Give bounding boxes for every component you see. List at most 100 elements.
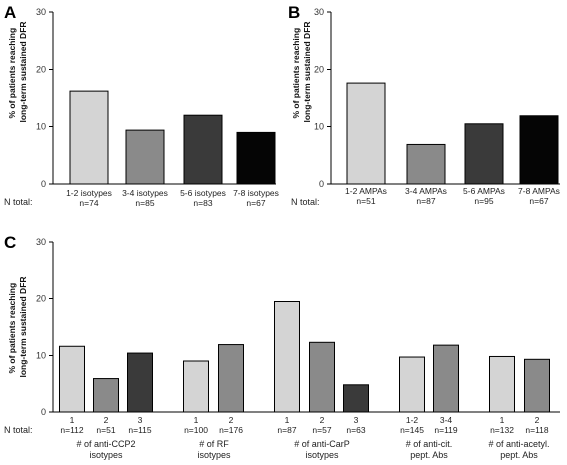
panel-a-bar: [69, 90, 109, 185]
panel-a-ylabel-line1: % of patients reaching: [7, 28, 17, 119]
panel-c-ylabel-line1: % of patients reaching: [7, 283, 17, 374]
panel-b-n-label: n=95: [474, 196, 493, 206]
panel-c-n-label: n=57: [312, 425, 331, 435]
panel-c-y-tick-label: 0: [41, 407, 46, 417]
panel-c-bar: [59, 345, 85, 413]
panel-a-n-label: n=85: [135, 198, 154, 208]
panel-c-bar: [524, 358, 550, 413]
panel-b-category-label: 3-4 AMPAs: [405, 186, 447, 196]
panel-c-bar: [183, 360, 209, 413]
panel-a-ylabel-line2: long-term sustained DFR: [18, 21, 28, 122]
panel-c-category-label: 1: [285, 415, 290, 425]
panel-c-y-tick-label: 30: [36, 237, 46, 247]
panel-c-bar: [274, 301, 300, 413]
panel-c-group-label: # of anti-acetyl.: [488, 439, 549, 449]
panel-c-group-label: # of anti-cit.: [406, 439, 453, 449]
panel-a-n-label: n=83: [193, 198, 212, 208]
panel-b-category-label: 1-2 AMPAs: [345, 186, 387, 196]
panel-b-bars: [346, 82, 559, 185]
panel-b-n-label: n=87: [416, 196, 435, 206]
panel-c-bar: [343, 384, 369, 413]
panel-b-ntotal-label: N total:: [291, 197, 320, 207]
panel-b-bar: [406, 143, 446, 185]
panel-b-y-tick-label: 20: [314, 64, 324, 74]
panel-a-category-label: 7-8 isotypes: [233, 188, 279, 198]
panel-a-category-label: 1-2 isotypes: [66, 188, 112, 198]
panel-c-bar: [489, 355, 515, 413]
panel-c-bar: [218, 344, 244, 413]
panel-a-y-tick-label: 0: [41, 179, 46, 189]
panel-c-n-label: n=119: [434, 425, 458, 435]
panel-c-category-label: 1-2: [406, 415, 419, 425]
panel-c-group-label: # of anti-CarP: [294, 439, 350, 449]
panel-c-n-label: n=132: [490, 425, 514, 435]
panel-a-y-tick-label: 20: [36, 64, 46, 74]
panel-b: B % of patients reaching long-term susta…: [288, 3, 560, 207]
panel-b-y-tick-label: 0: [319, 179, 324, 189]
panel-c-ylabel: % of patients reaching long-term sustain…: [7, 276, 28, 377]
panel-b-ylabel-line2: long-term sustained DFR: [302, 21, 312, 122]
panel-c-category-label: 2: [229, 415, 234, 425]
panel-c-group-label: isotypes: [197, 450, 231, 460]
panel-b-y-ticks: 0 10 20 30: [314, 7, 331, 189]
panel-c-category-label: 2: [104, 415, 109, 425]
panel-a-y-tick-label: 10: [36, 122, 46, 132]
panel-a-n-label: n=67: [246, 198, 265, 208]
panel-a-category-label: 3-4 isotypes: [122, 188, 168, 198]
panel-c-group-label: pept. Abs: [500, 450, 538, 460]
panel-c-ntotal-label: N total:: [4, 425, 33, 435]
panel-a-bar: [236, 131, 276, 185]
panel-c-y-tick-label: 20: [36, 294, 46, 304]
panel-b-ylabel-line1: % of patients reaching: [291, 28, 301, 119]
panel-a-ntotal-label: N total:: [4, 197, 33, 207]
panel-c-category-label: 3: [138, 415, 143, 425]
panel-b-bar: [519, 115, 559, 185]
panel-c-n-label: n=100: [184, 425, 208, 435]
panel-c-category-label: 2: [535, 415, 540, 425]
panel-a-letter: A: [4, 3, 16, 22]
panel-c-ylabel-line2: long-term sustained DFR: [18, 276, 28, 377]
panel-c-bar: [433, 344, 459, 413]
panel-a-bar: [125, 129, 165, 185]
panel-c-category-label: 1: [70, 415, 75, 425]
panel-c-category-label: 1: [500, 415, 505, 425]
panel-b-n-label: n=51: [356, 196, 375, 206]
panel-a-y-ticks: 0 10 20 30: [36, 7, 53, 189]
panel-c-category-label: 3: [354, 415, 359, 425]
panel-c-bar: [309, 341, 335, 413]
panel-a-bars: [69, 90, 276, 185]
panel-c-n-label: n=87: [277, 425, 296, 435]
panel-b-n-label: n=67: [529, 196, 548, 206]
panel-c-category-label: 3-4: [440, 415, 453, 425]
panel-c-n-label: n=118: [525, 425, 549, 435]
panel-c-bar: [127, 352, 153, 413]
panel-c-n-label: n=112: [60, 425, 84, 435]
panel-c-group-label: # of RF: [199, 439, 229, 449]
panel-c-n-label: n=51: [96, 425, 115, 435]
panel-c-category-label: 1: [194, 415, 199, 425]
panel-b-letter: B: [288, 3, 300, 22]
panel-c-n-label: n=63: [346, 425, 365, 435]
panel-a-category-label: 5-6 isotypes: [180, 188, 226, 198]
panel-c-category-label: 2: [320, 415, 325, 425]
panel-b-bar: [464, 123, 504, 185]
panel-b-bar: [346, 82, 386, 185]
panel-a-n-label: n=74: [79, 198, 98, 208]
panel-c-n-label: n=176: [219, 425, 243, 435]
panel-c: C % of patients reaching long-term susta…: [4, 233, 560, 460]
panel-c-bars: [59, 301, 550, 413]
panel-c-y-tick-label: 10: [36, 350, 46, 360]
panel-a-ylabel: % of patients reaching long-term sustain…: [7, 21, 28, 122]
panel-b-y-tick-label: 30: [314, 7, 324, 17]
panel-c-bar: [93, 378, 119, 413]
panel-b-ylabel: % of patients reaching long-term sustain…: [291, 21, 312, 122]
panel-a-y-tick-label: 30: [36, 7, 46, 17]
panel-c-group-label: isotypes: [305, 450, 339, 460]
panel-b-category-label: 5-6 AMPAs: [463, 186, 505, 196]
panel-c-bar: [399, 356, 425, 413]
panel-c-letter: C: [4, 233, 16, 252]
panel-c-n-label: n=115: [128, 425, 152, 435]
